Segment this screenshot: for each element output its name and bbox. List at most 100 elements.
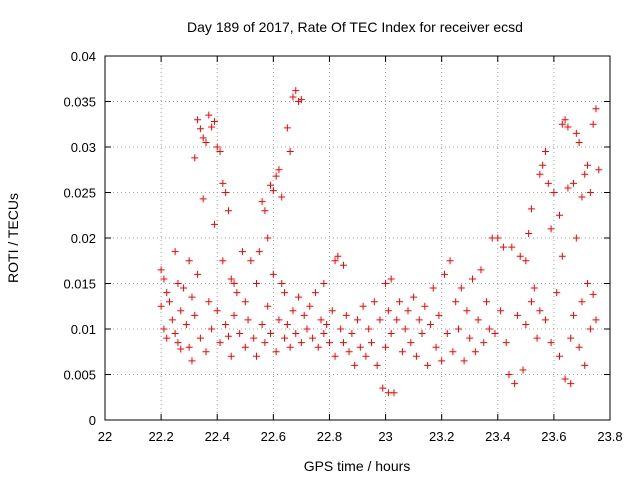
axis-ticks: 22 22.2 22.4 22.6 22.8 23 23.2 23.4 23.6 23.8 0 0.0… <box>63 49 622 444</box>
data-point <box>314 343 322 351</box>
data-point <box>494 234 502 242</box>
data-point <box>387 275 395 283</box>
data-point <box>286 343 294 351</box>
data-point <box>331 257 339 265</box>
data-point <box>157 266 165 274</box>
data-point <box>527 298 535 306</box>
data-point <box>595 166 603 174</box>
data-point <box>295 293 303 301</box>
data-point <box>519 366 527 374</box>
data-point <box>561 116 569 124</box>
data-point <box>303 325 311 333</box>
data-point <box>306 302 314 310</box>
y-tick-label: 0.035 <box>63 95 96 110</box>
data-point <box>586 325 594 333</box>
data-point <box>264 234 272 242</box>
data-point <box>216 148 224 156</box>
data-point <box>269 187 277 195</box>
data-point <box>463 307 471 315</box>
x-tick-label: 23 <box>378 429 392 444</box>
y-tick-label: 0.02 <box>71 231 96 246</box>
data-point <box>480 339 488 347</box>
data-point <box>564 184 572 192</box>
data-point <box>373 361 381 369</box>
data-point <box>230 311 238 319</box>
data-point <box>194 116 202 124</box>
data-point <box>255 248 263 256</box>
data-point <box>323 320 331 328</box>
data-point <box>536 307 544 315</box>
data-point <box>210 220 218 228</box>
data-point <box>398 348 406 356</box>
x-tick-label: 23.8 <box>597 429 622 444</box>
data-point <box>348 330 356 338</box>
data-point <box>269 270 277 278</box>
data-point <box>250 334 258 342</box>
data-point <box>213 143 221 151</box>
x-tick-label: 23.2 <box>429 429 454 444</box>
data-point <box>471 348 479 356</box>
data-point <box>157 302 165 310</box>
data-point <box>356 343 364 351</box>
data-point <box>401 325 409 333</box>
data-point <box>171 330 179 338</box>
data-point <box>541 316 549 324</box>
data-point <box>224 207 232 215</box>
data-point <box>253 280 260 287</box>
data-point <box>292 87 300 95</box>
data-point <box>589 120 597 128</box>
data-point <box>418 330 426 338</box>
data-point <box>272 348 280 356</box>
data-point <box>196 125 204 133</box>
data-point <box>382 280 390 287</box>
y-tick-label: 0 <box>89 413 96 428</box>
data-point <box>281 289 289 297</box>
y-tick-label: 0.03 <box>71 140 96 155</box>
data-point <box>331 352 339 360</box>
data-point <box>261 339 269 347</box>
data-point <box>522 257 530 265</box>
data-point <box>177 307 185 315</box>
data-point <box>283 124 291 132</box>
data-point <box>455 325 462 333</box>
data-point <box>561 375 569 383</box>
data-point <box>275 166 283 174</box>
y-tick-label: 0.015 <box>63 277 96 292</box>
y-axis-label: ROTI / TECUs <box>5 193 21 283</box>
data-point <box>191 311 199 319</box>
chart-title: Day 189 of 2017, Rate Of TEC Index for r… <box>187 19 523 35</box>
data-point <box>387 330 395 338</box>
data-point <box>264 302 272 310</box>
data-point <box>230 280 238 287</box>
data-point <box>547 339 555 347</box>
data-point <box>466 334 474 342</box>
data-point <box>558 120 566 128</box>
data-point <box>168 316 176 324</box>
data-point <box>457 284 465 292</box>
data-point <box>550 189 558 196</box>
data-point <box>238 248 246 256</box>
data-point <box>317 316 325 324</box>
data-point <box>491 330 499 338</box>
data-point <box>407 339 415 347</box>
data-point <box>592 316 600 324</box>
data-point <box>556 352 563 360</box>
data-point <box>533 334 541 342</box>
data-point <box>578 193 586 201</box>
data-point <box>522 320 530 328</box>
data-point <box>415 316 423 324</box>
data-point <box>513 311 521 319</box>
data-point <box>160 325 168 333</box>
data-point <box>185 343 193 351</box>
data-point <box>292 330 300 338</box>
data-point <box>390 389 398 397</box>
data-point <box>547 225 555 233</box>
x-tick-label: 23.4 <box>485 429 510 444</box>
data-point <box>508 243 516 251</box>
data-point <box>511 380 519 388</box>
data-point <box>527 205 535 213</box>
data-point <box>199 195 207 203</box>
data-point <box>575 138 583 146</box>
data-point <box>258 198 266 206</box>
